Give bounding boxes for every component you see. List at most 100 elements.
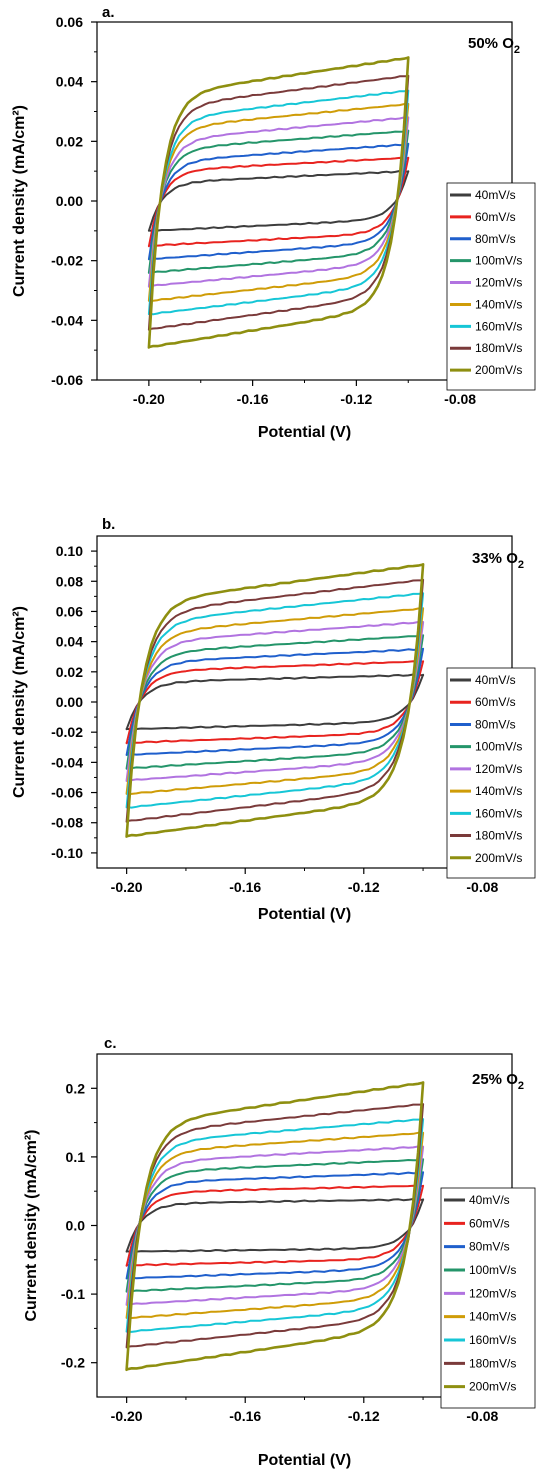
- legend-label: 100mV/s: [475, 740, 522, 754]
- legend-label: 200mV/s: [469, 1380, 516, 1394]
- cv-loop-140mV/s: [125, 607, 425, 795]
- x-axis-title: Potential (V): [258, 1452, 351, 1469]
- cv-loop-140mV/s: [125, 1131, 425, 1319]
- cv-loop-60mV/s: [147, 156, 410, 248]
- x-tick-label: -0.16: [237, 391, 269, 407]
- x-axis-title: Potential (V): [258, 906, 351, 923]
- legend-label: 140mV/s: [469, 1310, 516, 1324]
- x-axis-title: Potential (V): [258, 424, 351, 441]
- x-tick-label: -0.08: [466, 1408, 498, 1424]
- x-tick-label: -0.16: [229, 1408, 261, 1424]
- x-tick-label: -0.20: [133, 391, 165, 407]
- cv-loop-160mV/s: [147, 89, 410, 316]
- y-tick-label: -0.08: [51, 815, 83, 831]
- y-axis-title: Current density (mA/cm²): [11, 606, 28, 798]
- x-tick-label: -0.16: [229, 879, 261, 895]
- chart-panel-1: -0.20 -0.16 -0.12 -0.08 -0.06 -0.04 -0.02 0.00 0…: [11, 4, 536, 441]
- cv-loop-180mV/s: [147, 74, 410, 331]
- chart-panel-2: -0.20 -0.16 -0.12 -0.08 -0.10 -0.08 -0.06 -0.04…: [11, 516, 536, 923]
- y-tick-label: 0.00: [56, 694, 83, 710]
- y-tick-label: -0.1: [61, 1286, 85, 1302]
- cv-loop-80mV/s: [125, 647, 425, 756]
- cv-loop-200mV/s: [125, 563, 425, 838]
- cv-loop-60mV/s: [125, 660, 425, 745]
- y-tick-label: 0.02: [56, 664, 83, 680]
- x-tick-label: -0.08: [466, 879, 498, 895]
- cv-loop-100mV/s: [125, 634, 425, 770]
- y-tick-label: 0.04: [56, 634, 83, 650]
- y-tick-label: -0.02: [51, 724, 83, 740]
- cv-loop-200mV/s: [125, 1081, 425, 1372]
- legend-label: 100mV/s: [475, 254, 522, 268]
- cv-loop-160mV/s: [125, 1118, 425, 1333]
- legend-label: 140mV/s: [475, 784, 522, 798]
- x-tick-label: -0.08: [444, 391, 476, 407]
- legend-label: 180mV/s: [469, 1356, 516, 1370]
- legend-label: 180mV/s: [475, 341, 522, 355]
- legend-label: 120mV/s: [469, 1286, 516, 1300]
- legend-label: 180mV/s: [475, 829, 522, 843]
- x-tick-label: -0.12: [348, 879, 380, 895]
- y-tick-label: 0.06: [56, 603, 83, 619]
- legend-label: 80mV/s: [475, 717, 516, 731]
- legend-label: 40mV/s: [469, 1193, 510, 1207]
- legend-label: 140mV/s: [475, 297, 522, 311]
- cv-loop-60mV/s: [125, 1184, 425, 1267]
- cv-loop-140mV/s: [147, 102, 410, 302]
- chart-panel-3: -0.20 -0.16 -0.12 -0.08 -0.2 -0.1 0.0 0.1 0.2 Pot…: [23, 1035, 536, 1469]
- y-tick-label: 0.08: [56, 573, 83, 589]
- legend-label: 100mV/s: [469, 1263, 516, 1277]
- y-tick-label: 0.1: [66, 1149, 86, 1165]
- condition-label: 50% O2: [468, 35, 520, 56]
- y-tick-label: 0.2: [66, 1080, 86, 1096]
- x-tick-label: -0.20: [111, 1408, 143, 1424]
- legend-label: 80mV/s: [475, 232, 516, 246]
- condition-subscript: 2: [518, 559, 524, 571]
- x-tick-label: -0.20: [111, 879, 143, 895]
- y-tick-label: 0.06: [56, 14, 83, 30]
- y-tick-label: -0.02: [51, 253, 83, 269]
- legend-label: 120mV/s: [475, 276, 522, 290]
- cv-loop-180mV/s: [125, 578, 425, 823]
- legend-label: 160mV/s: [475, 319, 522, 333]
- cv-loop-120mV/s: [125, 621, 425, 782]
- legend: 40mV/s 60mV/s 80mV/s 100mV/s 120mV/s 140mV/s 1…: [446, 182, 536, 391]
- panel-letter: a.: [102, 4, 115, 21]
- y-tick-label: -0.04: [51, 754, 83, 770]
- y-tick-label: -0.10: [51, 845, 83, 861]
- cv-loop-80mV/s: [125, 1171, 425, 1280]
- y-tick-label: -0.06: [51, 372, 83, 388]
- legend-label: 80mV/s: [469, 1240, 510, 1254]
- cv-loop-80mV/s: [147, 142, 410, 261]
- y-tick-label: -0.06: [51, 785, 83, 801]
- cv-loop-160mV/s: [125, 592, 425, 809]
- condition-label: 25% O2: [472, 1071, 524, 1092]
- y-tick-label: 0.0: [66, 1218, 86, 1234]
- cv-loop-40mV/s: [147, 170, 410, 232]
- condition-subscript: 2: [518, 1080, 524, 1092]
- cv-loop-120mV/s: [125, 1145, 425, 1306]
- legend-label: 40mV/s: [475, 188, 516, 202]
- y-tick-label: -0.04: [51, 312, 83, 328]
- legend-label: 160mV/s: [469, 1333, 516, 1347]
- y-tick-label: 0.10: [56, 543, 83, 559]
- condition-subscript: 2: [514, 44, 520, 56]
- legend-label: 160mV/s: [475, 806, 522, 820]
- cv-loop-200mV/s: [147, 56, 410, 349]
- legend: 40mV/s 60mV/s 80mV/s 100mV/s 120mV/s 140mV/s 1…: [440, 1187, 536, 1409]
- condition-label: 33% O2: [472, 550, 524, 571]
- legend-label: 60mV/s: [469, 1216, 510, 1230]
- x-tick-label: -0.12: [348, 1408, 380, 1424]
- legend-label: 200mV/s: [475, 363, 522, 377]
- legend-label: 120mV/s: [475, 762, 522, 776]
- legend: 40mV/s 60mV/s 80mV/s 100mV/s 120mV/s 140mV/s 1…: [446, 667, 536, 879]
- y-axis-title: Current density (mA/cm²): [23, 1129, 40, 1321]
- cv-loop-100mV/s: [147, 129, 410, 274]
- legend-label: 60mV/s: [475, 695, 516, 709]
- legend-label: 60mV/s: [475, 210, 516, 224]
- panel-letter: b.: [102, 516, 115, 533]
- y-tick-label: -0.2: [61, 1355, 85, 1371]
- cv-loop-100mV/s: [125, 1158, 425, 1293]
- cv-loop-120mV/s: [147, 116, 410, 288]
